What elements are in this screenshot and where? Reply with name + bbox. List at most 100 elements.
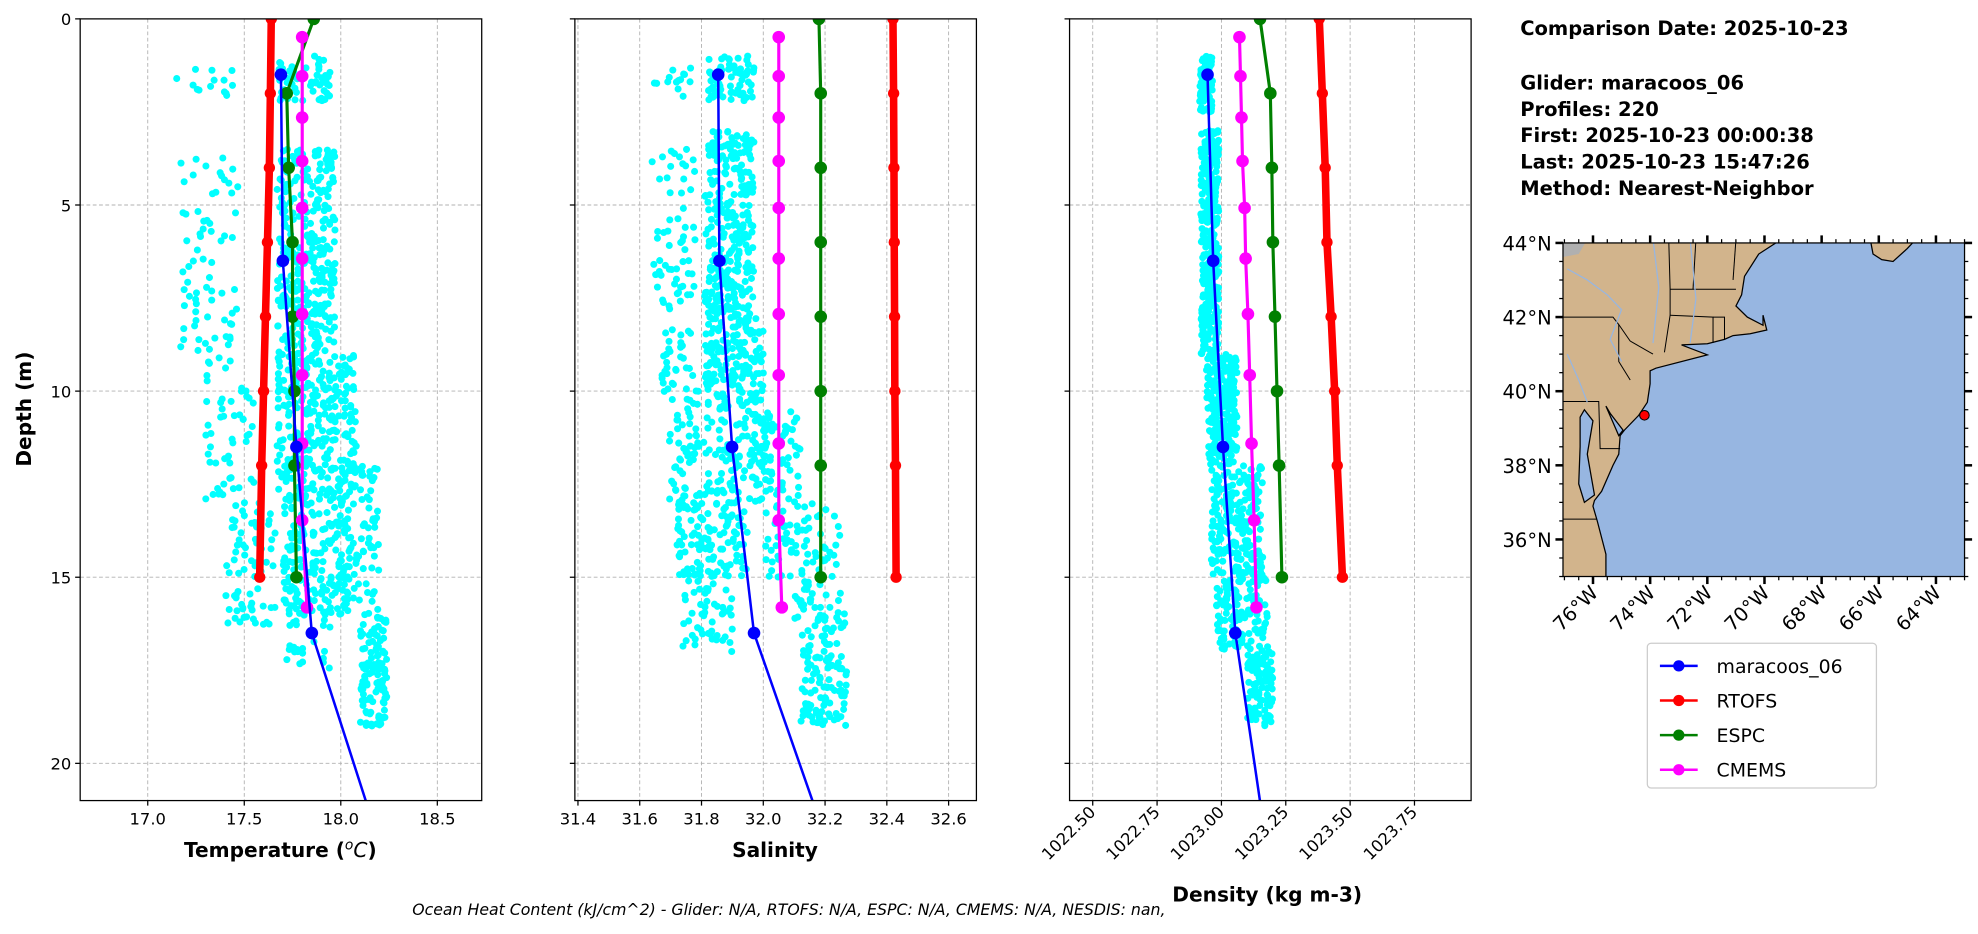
glider-observation-point (320, 286, 329, 294)
glider-observation-point (808, 500, 816, 508)
glider-observation-point (1203, 265, 1211, 273)
glider-observation-point (690, 223, 698, 231)
glider-observation-point (726, 638, 734, 646)
glider-observation-point (314, 422, 322, 430)
glider-observation-point (1198, 151, 1206, 159)
glider-observation-point (688, 609, 696, 617)
espc-marker (814, 459, 828, 472)
glider-observation-point (275, 381, 283, 389)
glider-observation-point (228, 309, 236, 317)
glider-observation-point (320, 56, 328, 64)
rtofs-marker (254, 571, 266, 583)
glider-observation-point (729, 332, 737, 340)
glider-observation-point (705, 206, 713, 214)
glider-observation-point (743, 305, 751, 313)
glider-observation-point (294, 286, 302, 294)
glider-observation-point (206, 458, 214, 466)
glider-observation-point (716, 405, 724, 413)
glider-observation-point (326, 540, 334, 548)
glider-observation-point (230, 412, 238, 420)
y-tick-label: 15 (51, 569, 72, 588)
glider-observation-point (717, 470, 726, 478)
glider-observation-point (309, 531, 317, 539)
glider-observation-point (343, 368, 351, 376)
glider-observation-point (205, 274, 213, 282)
glider-observation-point (1198, 350, 1206, 358)
legend-marker (1673, 660, 1685, 672)
glider-observation-point (1198, 190, 1206, 198)
glider-observation-point (674, 515, 682, 523)
glider-observation-point (739, 372, 747, 380)
glider-observation-point (1246, 610, 1254, 618)
comparison-date: Comparison Date: 2025-10-23 (1520, 17, 1848, 40)
glider-observation-point (311, 310, 319, 318)
glider-observation-point (684, 449, 692, 457)
glider-observation-point (740, 187, 748, 195)
y-tick-label: 20 (51, 755, 72, 774)
glider-observation-point (691, 450, 699, 458)
glider-observation-point (721, 633, 729, 641)
glider-observation-point (702, 289, 710, 297)
glider-observation-point (824, 683, 832, 691)
glider-observation-point (794, 613, 802, 621)
glider-observation-point (718, 55, 726, 63)
glider-observation-point (325, 336, 333, 344)
glider-observation-point (822, 591, 830, 599)
glider-observation-point (194, 207, 202, 215)
glider-observation-point (347, 402, 355, 410)
glider-observation-point (278, 350, 286, 358)
glider-observation-point (310, 586, 318, 594)
glider-observation-point (800, 542, 808, 550)
glider-observation-point (821, 613, 829, 621)
glider-observation-point (704, 225, 712, 233)
glider-observation-point (804, 653, 812, 661)
glider-observation-point (1200, 318, 1208, 326)
glider-observation-point (228, 81, 237, 89)
glider-observation-point (317, 322, 325, 330)
espc-marker (288, 384, 301, 398)
glider-observation-point (1237, 477, 1245, 485)
glider-observation-point (183, 237, 191, 245)
glider-observation-point (763, 421, 771, 429)
glider-observation-point (1259, 628, 1267, 636)
glider-observation-point (201, 339, 209, 347)
glider-observation-point (220, 76, 228, 84)
cmems-marker (772, 30, 786, 44)
glider-observation-point (805, 711, 813, 719)
glider-observation-point (1228, 489, 1236, 497)
cmems-marker (772, 307, 786, 321)
glider-observation-point (734, 302, 742, 310)
glider-observation-point (679, 233, 688, 241)
glider-observation-point (359, 630, 367, 638)
glider-observation-point (745, 202, 753, 210)
glider-observation-point (686, 442, 694, 450)
glider-observation-point (840, 705, 848, 713)
rtofs-marker (257, 385, 270, 397)
glider-observation-point (1203, 53, 1211, 61)
cmems-marker (1236, 154, 1249, 168)
x-tick-label: 1023.50 (1295, 803, 1356, 864)
glider-observation-point (204, 313, 212, 321)
glider-observation-point (681, 223, 689, 231)
glider-observation-point (286, 546, 294, 554)
glider-observation-point (311, 52, 319, 60)
glider-observation-point (235, 569, 243, 577)
glider-observation-point (675, 521, 683, 529)
glider-observation-point (230, 556, 238, 564)
glider-observation-point (318, 588, 326, 596)
glider-observation-point (1244, 479, 1252, 487)
glider-observation-point (331, 226, 339, 234)
espc-marker (307, 18, 321, 26)
glider-observation-point (1207, 58, 1215, 66)
glider-observation-point (691, 167, 699, 175)
glider-observation-point (787, 546, 796, 554)
glider-observation-point (310, 277, 318, 285)
glider-observation-point (704, 424, 712, 432)
glider-observation-point (1251, 704, 1259, 712)
glider-observation-point (1200, 92, 1208, 100)
glider-observation-point (658, 153, 667, 161)
glider-observation-point (1233, 413, 1241, 421)
glider-observation-point (383, 655, 391, 663)
glider-observation-point (265, 516, 273, 525)
glider-observation-point (324, 455, 332, 463)
